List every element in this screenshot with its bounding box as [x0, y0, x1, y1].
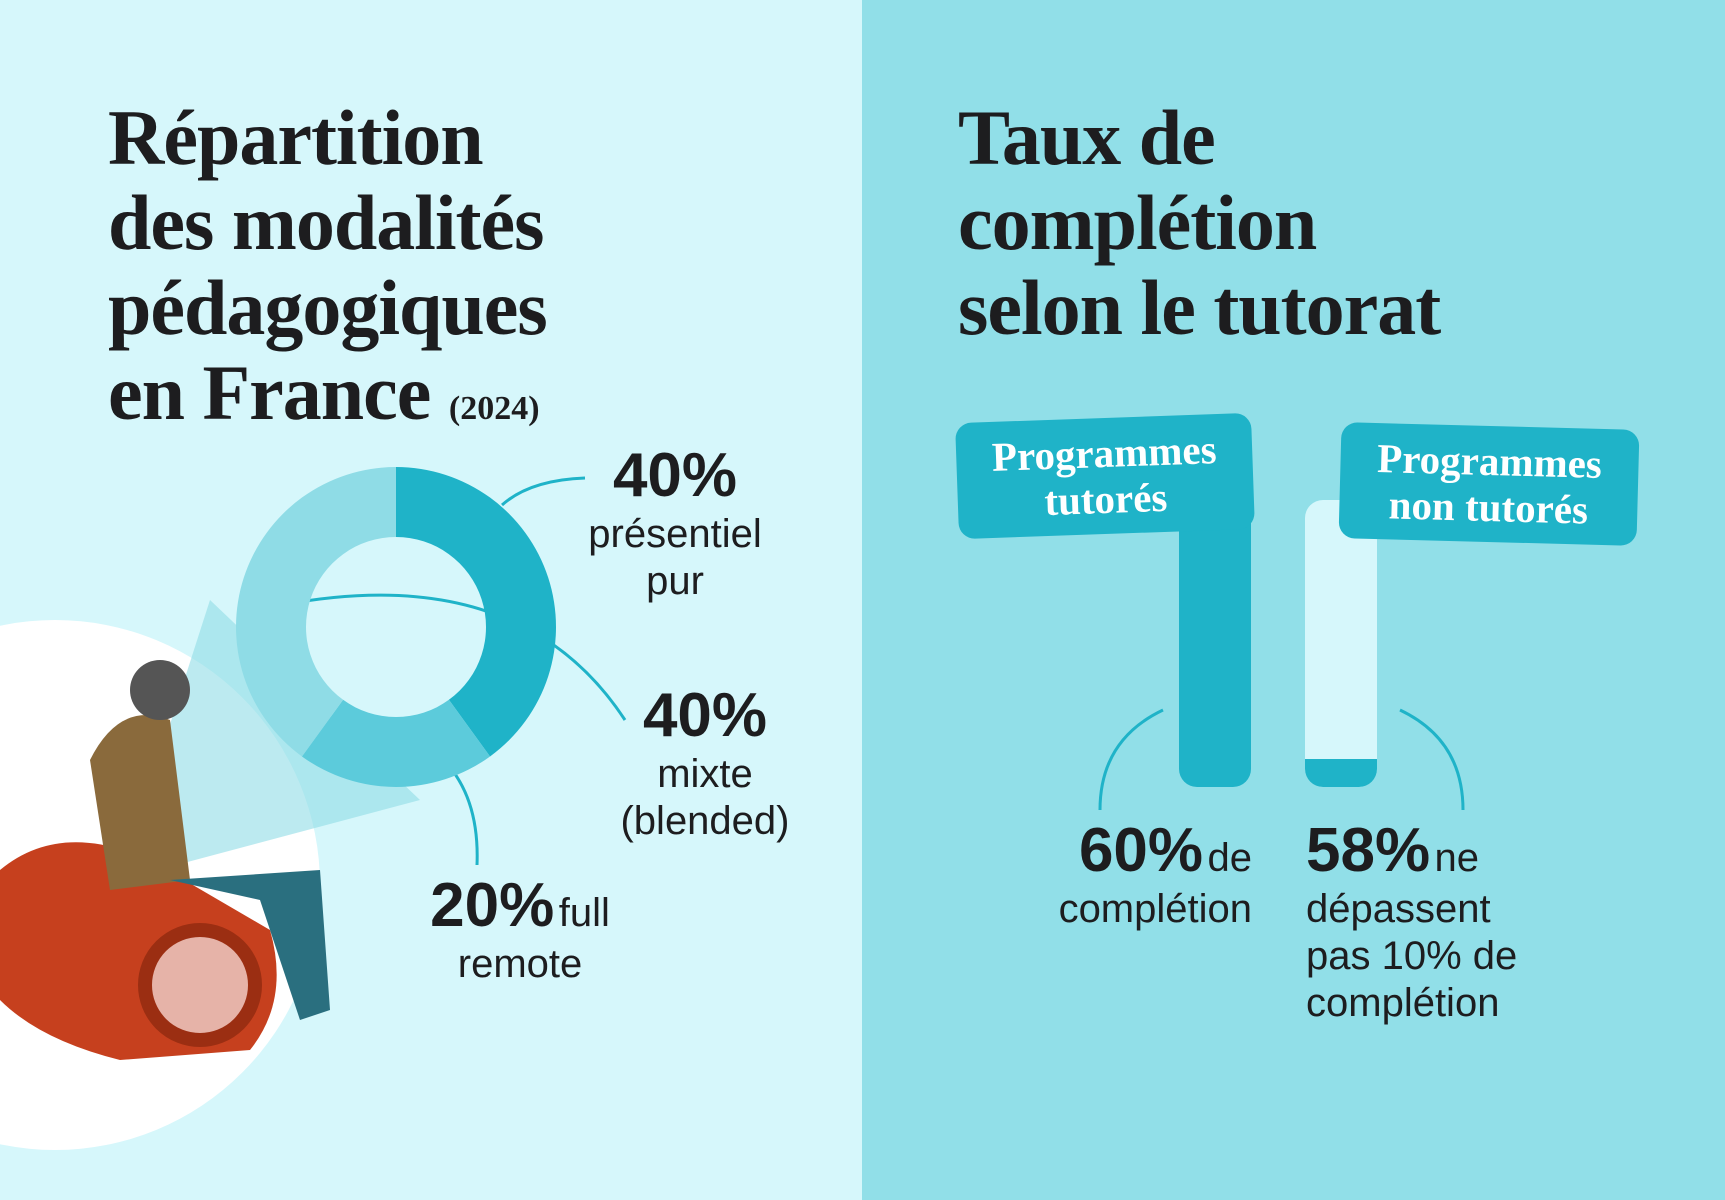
- chart-title: Taux de complétion selon le tutorat: [958, 94, 1441, 351]
- bar-track: [1305, 500, 1377, 787]
- description: de complétion: [1058, 836, 1252, 931]
- bar-tutored: [1179, 500, 1251, 787]
- category-label: mixte (blended): [620, 752, 790, 843]
- category-tag: Programmes tutorés: [955, 412, 1255, 540]
- title-text: Répartition des modalités pédagogiques e…: [108, 94, 548, 436]
- donut: [235, 467, 557, 788]
- donut-segment: [235, 467, 396, 757]
- donut-segment: [301, 699, 491, 788]
- decor-person: [90, 715, 190, 890]
- completion-label: 58% ne dépassent pas 10% de complétion: [1306, 815, 1566, 1027]
- value-label: 20%: [430, 871, 555, 940]
- donut-label: 40% présentiel pur: [560, 440, 790, 605]
- category-label: full remote: [457, 891, 610, 986]
- chart-subtitle: (2024): [448, 390, 540, 427]
- value-label: 40%: [642, 681, 768, 750]
- decor-cone: [120, 600, 420, 880]
- description: ne dépassent pas 10% de complétion: [1306, 836, 1518, 1025]
- decor-legs: [170, 870, 330, 1020]
- completion-label: 60% de complétion: [1010, 815, 1252, 933]
- leader-line: [1098, 708, 1164, 811]
- leader-line: [501, 476, 586, 507]
- decor-lens: [138, 923, 262, 1047]
- decor-head: [130, 660, 190, 720]
- right-panel: [862, 0, 1725, 1200]
- donut-segment: [396, 467, 557, 757]
- category-tag: Programmes non tutorés: [1338, 422, 1640, 546]
- category-label: présentiel pur: [588, 512, 762, 603]
- leader-line: [1399, 708, 1465, 811]
- value-label: 60%: [1078, 816, 1204, 885]
- donut-label: 40% mixte (blended): [590, 680, 820, 845]
- value-label: 58%: [1306, 816, 1431, 885]
- bar-fill: [1305, 759, 1377, 787]
- value-label: 40%: [612, 441, 738, 510]
- chart-title: Répartition des modalités pédagogiques e…: [108, 94, 548, 451]
- donut-label: 20% full remote: [405, 870, 635, 988]
